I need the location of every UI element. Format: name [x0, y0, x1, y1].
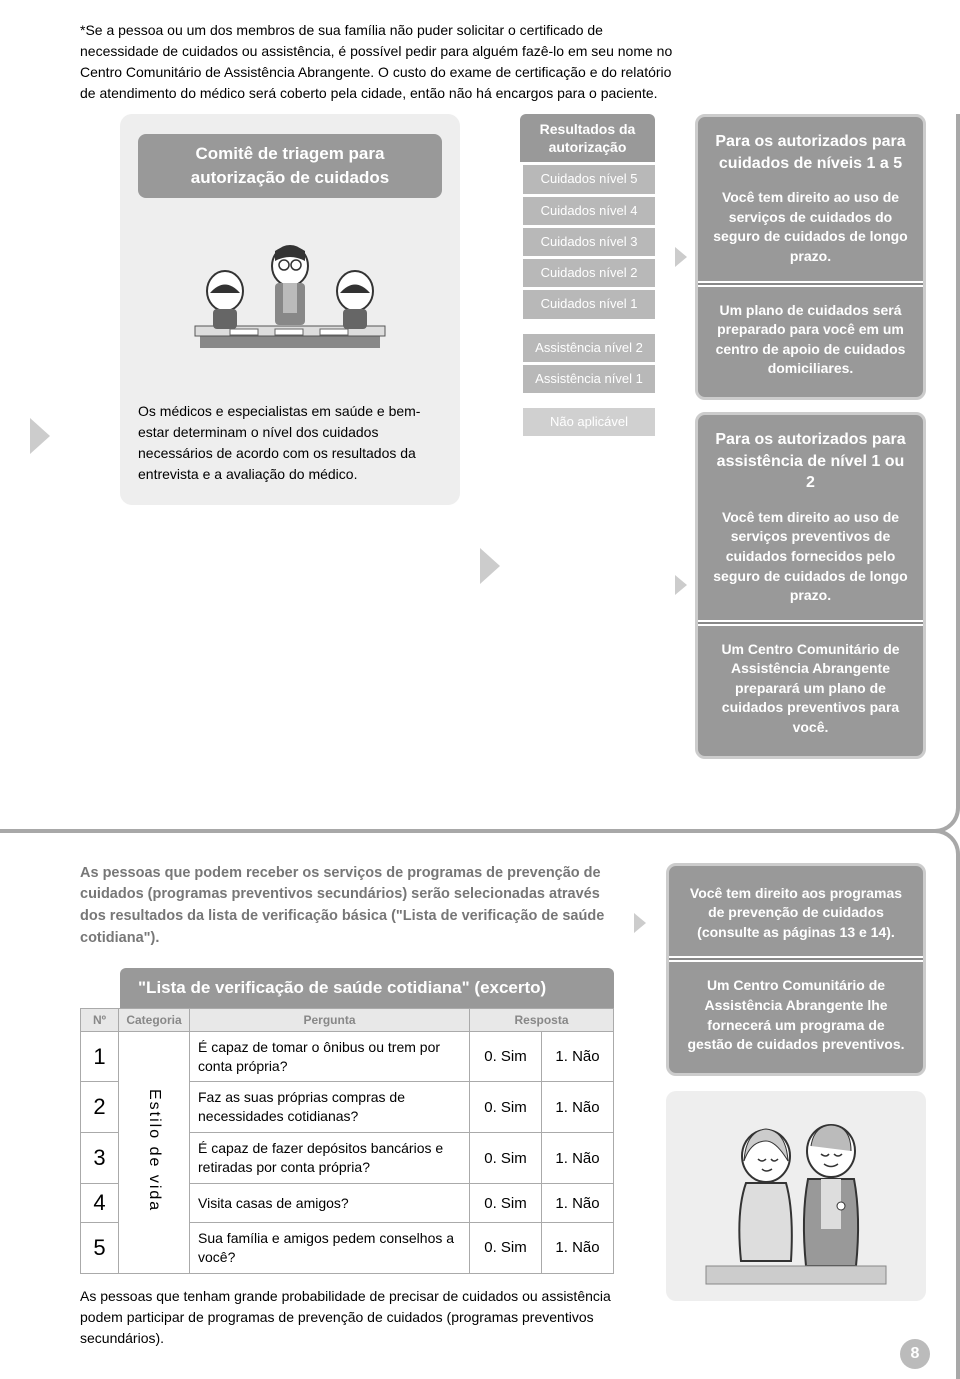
elderly-illustration: [666, 1091, 926, 1301]
box3-p2: Um Centro Comunitário de Assistência Abr…: [683, 972, 909, 1058]
section-authorization: Comitê de triagem para autorização de cu…: [0, 114, 956, 789]
result-level-4: Cuidados nível 4: [520, 197, 655, 225]
arrow-icon: [675, 575, 687, 595]
page-number: 8: [900, 1339, 930, 1369]
result-assist-1: Assistência nível 1: [520, 365, 655, 393]
separator: [669, 956, 923, 962]
resp-yes: 0. Sim: [470, 1082, 542, 1133]
separator: [698, 281, 923, 287]
result-level-5: Cuidados nível 5: [520, 165, 655, 193]
arrow-icon: [675, 247, 687, 267]
row-num: 4: [81, 1184, 119, 1223]
arrow-to-committee: [30, 418, 50, 454]
committee-desc: Os médicos e especialistas em saúde e be…: [138, 401, 442, 485]
th-q: Pergunta: [190, 1008, 470, 1031]
resp-yes: 0. Sim: [470, 1184, 542, 1223]
th-no: Nº: [81, 1008, 119, 1031]
result-level-1: Cuidados nível 1: [520, 290, 655, 318]
th-cat: Categoria: [119, 1008, 190, 1031]
box3-p1: Você tem direito aos programas de preven…: [683, 880, 909, 947]
resp-no: 1. Não: [542, 1133, 614, 1184]
committee-title: Comitê de triagem para autorização de cu…: [138, 134, 442, 198]
results-title: Resultados da autorização: [520, 114, 655, 162]
right-column: Para os autorizados para cuidados de nív…: [675, 114, 926, 759]
row-q: É capaz de fazer depósitos bancários e r…: [190, 1133, 470, 1184]
box-prevention: Você tem direito aos programas de preven…: [666, 863, 926, 1076]
table-row: 1 Estilo de vida É capaz de tomar o ônib…: [81, 1031, 614, 1082]
box2-p2: Um Centro Comunitário de Assistência Abr…: [712, 636, 909, 742]
box2-p1: Você tem direito ao uso de serviços prev…: [712, 504, 909, 610]
box-assist-levels: Para os autorizados para assistência de …: [695, 412, 926, 759]
row-num: 3: [81, 1133, 119, 1184]
box1-p2: Um plano de cuidados será preparado para…: [712, 297, 909, 383]
box2-header: Para os autorizados para assistência de …: [712, 429, 909, 494]
cat-label: Estilo de vida: [145, 1089, 163, 1212]
result-assist-2: Assistência nível 2: [520, 334, 655, 362]
resp-yes: 0. Sim: [470, 1223, 542, 1274]
row-num: 1: [81, 1031, 119, 1082]
box1-header: Para os autorizados para cuidados de nív…: [712, 131, 909, 174]
result-level-2: Cuidados nível 2: [520, 259, 655, 287]
resp-no: 1. Não: [542, 1082, 614, 1133]
resp-no: 1. Não: [542, 1223, 614, 1274]
row-q: Faz as suas próprias compras de necessid…: [190, 1082, 470, 1133]
committee-box: Comitê de triagem para autorização de cu…: [120, 114, 460, 505]
resp-no: 1. Não: [542, 1184, 614, 1223]
section-checklist: As pessoas que podem receber os serviços…: [0, 829, 960, 1379]
arrow-to-results: [480, 548, 500, 584]
row-num: 5: [81, 1223, 119, 1274]
separator: [698, 620, 923, 626]
top-note: *Se a pessoa ou um dos membros de sua fa…: [0, 0, 960, 114]
row-q: É capaz de tomar o ônibus ou trem por co…: [190, 1031, 470, 1082]
arrow-icon: [634, 913, 646, 933]
result-level-3: Cuidados nível 3: [520, 228, 655, 256]
th-resp: Resposta: [470, 1008, 614, 1031]
resp-yes: 0. Sim: [470, 1133, 542, 1184]
results-column: Resultados da autorização Cuidados nível…: [520, 114, 655, 436]
resp-no: 1. Não: [542, 1031, 614, 1082]
checklist-table: Nº Categoria Pergunta Resposta 1 Estilo …: [80, 1008, 614, 1274]
row-q: Sua família e amigos pedem conselhos a v…: [190, 1223, 470, 1274]
row-q: Visita casas de amigos?: [190, 1184, 470, 1223]
section2-intro: As pessoas que podem receber os serviços…: [80, 863, 614, 950]
box-care-levels: Para os autorizados para cuidados de nív…: [695, 114, 926, 400]
committee-illustration: [138, 216, 442, 386]
section2-note: As pessoas que tenham grande probabilida…: [80, 1286, 614, 1349]
row-num: 2: [81, 1082, 119, 1133]
box1-p1: Você tem direito ao uso de serviços de c…: [712, 184, 909, 270]
resp-yes: 0. Sim: [470, 1031, 542, 1082]
result-na: Não aplicável: [520, 408, 655, 436]
cat-cell: Estilo de vida: [119, 1031, 190, 1273]
checklist-title: "Lista de verificação de saúde cotidiana…: [120, 968, 614, 1008]
